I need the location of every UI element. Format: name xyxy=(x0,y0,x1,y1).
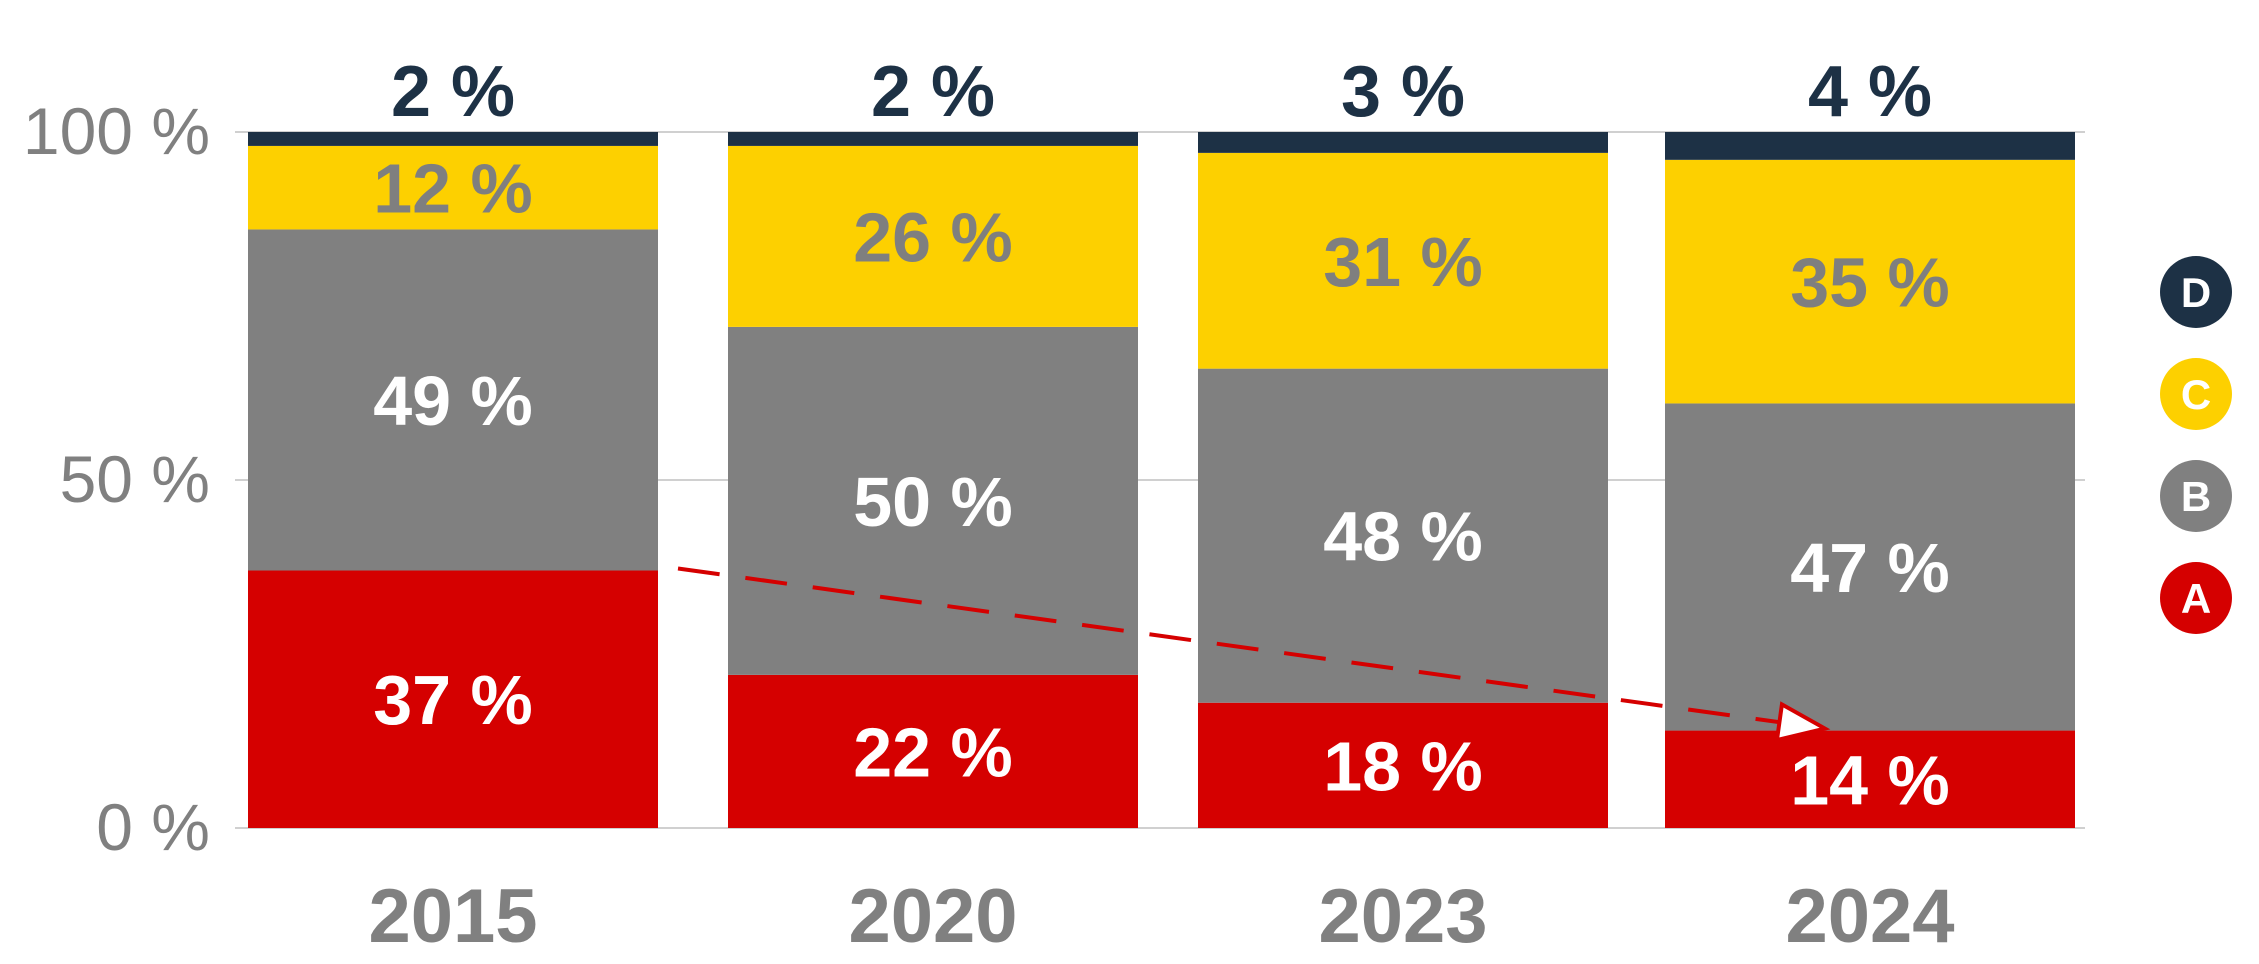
data-label: 37 % xyxy=(373,661,533,739)
bar-segment-b xyxy=(728,326,1138,675)
legend-item-a: A xyxy=(2160,562,2232,634)
bar-segment-c xyxy=(1198,152,1608,369)
bar-segment-a xyxy=(728,674,1138,828)
x-tick-label: 2024 xyxy=(1785,874,1954,959)
bar-segment-d xyxy=(1665,132,2075,160)
legend: D C B A xyxy=(2160,256,2232,634)
legend-swatch xyxy=(2160,358,2232,430)
data-label: 2 % xyxy=(391,52,515,132)
data-label: 22 % xyxy=(853,713,1013,791)
legend-swatch xyxy=(2160,256,2232,328)
bar-segment-d xyxy=(248,132,658,146)
bar-segment-c xyxy=(728,145,1138,327)
bar-segment-b xyxy=(1198,368,1608,703)
legend-label: C xyxy=(2181,371,2211,418)
legend-swatch xyxy=(2160,562,2232,634)
data-label: 3 % xyxy=(1341,52,1465,132)
trend-arrow xyxy=(677,566,1831,743)
bar-segment-d xyxy=(728,132,1138,146)
bar-segment-b xyxy=(248,229,658,571)
data-label: 12 % xyxy=(373,150,533,228)
y-axis-ticks: 0 % 50 % 100 % xyxy=(23,94,210,864)
bar-segment-c xyxy=(1665,159,2075,404)
bar-segment-b xyxy=(1665,403,2075,731)
data-label: 35 % xyxy=(1790,244,1950,322)
bar-segment-c xyxy=(248,145,658,230)
legend-item-b: B xyxy=(2160,460,2232,532)
top-labels: 2 % 2 % 3 % 4 % xyxy=(391,52,1932,132)
data-label: 31 % xyxy=(1323,223,1483,301)
bars xyxy=(248,132,2075,828)
bar-segment-d xyxy=(1198,132,1608,153)
data-label: 18 % xyxy=(1323,727,1483,805)
trend-arrow-head xyxy=(1774,701,1831,743)
data-label: 50 % xyxy=(853,463,1013,541)
legend-label: A xyxy=(2181,575,2211,622)
bar-segment-a xyxy=(1665,730,2075,828)
segment-labels: 37 % 49 % 12 % 22 % 50 % 26 % 18 % 48 % 31 % 14 %… xyxy=(373,150,1950,820)
legend-item-d: D xyxy=(2160,256,2232,328)
x-tick-label: 2020 xyxy=(848,874,1017,959)
legend-item-c: C xyxy=(2160,358,2232,430)
trend-arrow-line xyxy=(677,566,1780,725)
legend-swatch xyxy=(2160,460,2232,532)
x-tick-label: 2023 xyxy=(1318,874,1487,959)
data-label: 47 % xyxy=(1790,529,1950,607)
data-label: 14 % xyxy=(1790,741,1950,819)
legend-label: D xyxy=(2181,269,2211,316)
x-tick-label: 2015 xyxy=(368,874,537,959)
y-tick-label: 0 % xyxy=(96,790,210,864)
bar-segment-a xyxy=(248,570,658,828)
y-tick-label: 50 % xyxy=(60,442,210,516)
data-label: 48 % xyxy=(1323,498,1483,576)
data-label: 2 % xyxy=(871,52,995,132)
legend-label: B xyxy=(2181,473,2211,520)
data-label: 26 % xyxy=(853,198,1013,276)
x-axis-labels: 2015 2020 2023 2024 xyxy=(368,874,1954,959)
bar-segment-a xyxy=(1198,702,1608,828)
data-label: 4 % xyxy=(1808,52,1932,132)
y-tick-label: 100 % xyxy=(23,94,210,168)
data-label: 49 % xyxy=(373,362,533,440)
